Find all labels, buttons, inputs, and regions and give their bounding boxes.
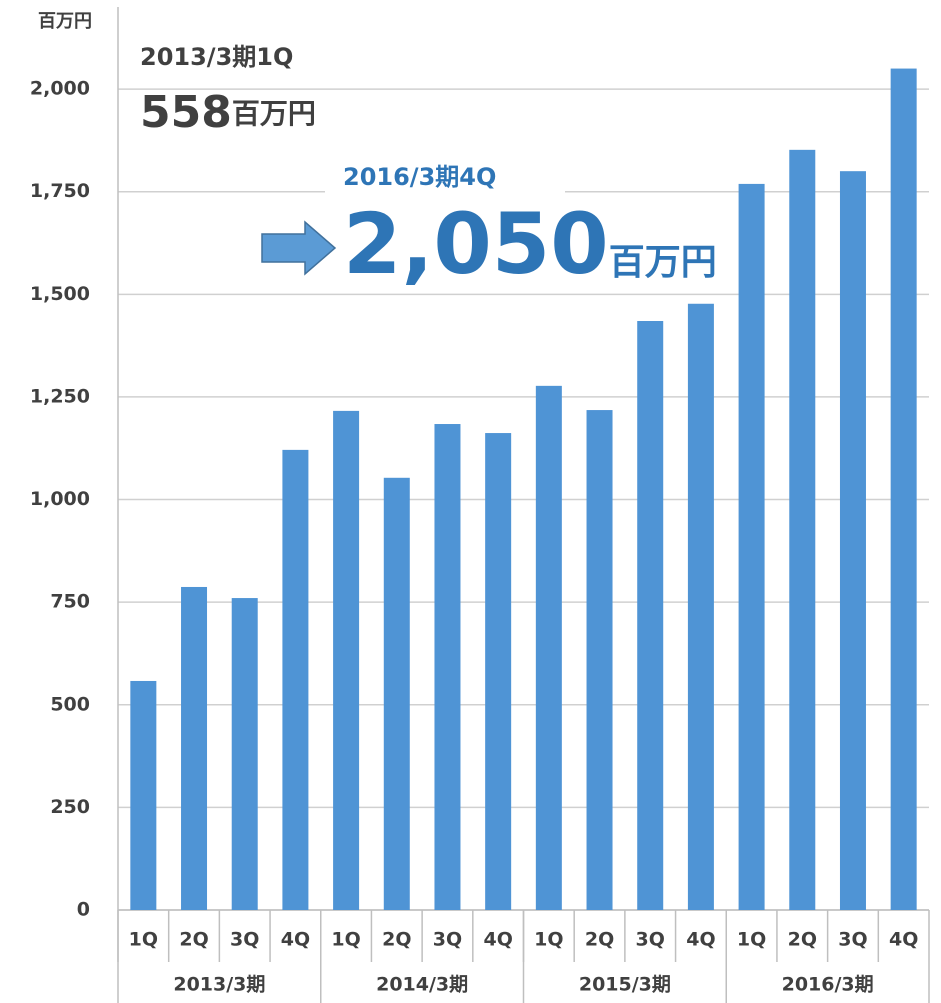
y-tick-label: 1,750 bbox=[30, 180, 90, 202]
group-label: 2013/3期 bbox=[173, 974, 265, 996]
y-tick-label: 0 bbox=[77, 899, 90, 921]
y-tick-label: 750 bbox=[50, 591, 90, 613]
y-unit: 百万円 bbox=[38, 11, 92, 32]
bar bbox=[282, 449, 309, 910]
bar bbox=[789, 149, 816, 910]
bar bbox=[130, 680, 157, 910]
group-label: 2016/3期 bbox=[782, 974, 874, 996]
unit: 百万円 bbox=[609, 242, 717, 283]
amount: 2,050 bbox=[343, 195, 609, 293]
y-tick-label: 250 bbox=[50, 796, 90, 818]
bar bbox=[738, 183, 765, 911]
bar bbox=[687, 303, 714, 910]
y-tick-label: 1,250 bbox=[30, 385, 90, 407]
group-label: 2015/3期 bbox=[579, 974, 671, 996]
bar bbox=[586, 410, 613, 910]
annotation-period: 2016/3期4Q bbox=[343, 163, 496, 191]
amount: 558 bbox=[140, 87, 232, 138]
y-tick-label: 1,000 bbox=[30, 488, 90, 510]
x-tick-label: 2Q bbox=[382, 929, 411, 951]
bar bbox=[890, 68, 917, 911]
y-tick-label: 1,500 bbox=[30, 283, 90, 305]
x-tick-label: 2Q bbox=[179, 929, 208, 951]
bar bbox=[231, 598, 258, 910]
bar bbox=[333, 410, 360, 910]
x-tick-label: 1Q bbox=[737, 929, 766, 951]
bar bbox=[637, 320, 664, 910]
annotation-amount: 558百万円 bbox=[140, 87, 316, 138]
x-tick-label: 4Q bbox=[889, 929, 918, 951]
x-tick-label: 3Q bbox=[230, 929, 259, 951]
bar bbox=[485, 433, 512, 910]
bar bbox=[383, 477, 410, 910]
bar bbox=[535, 385, 562, 910]
annotation-amount: 2,050百万円 bbox=[343, 195, 717, 293]
y-tick-label: 500 bbox=[50, 693, 90, 715]
x-tick-label: 2Q bbox=[585, 929, 614, 951]
x-tick-label: 1Q bbox=[129, 929, 158, 951]
x-tick-label: 1Q bbox=[534, 929, 563, 951]
arrow bbox=[261, 220, 337, 276]
y-tick-label: 2,000 bbox=[30, 78, 90, 100]
bar bbox=[434, 424, 461, 910]
group-label: 2014/3期 bbox=[376, 974, 468, 996]
x-tick-label: 3Q bbox=[433, 929, 462, 951]
x-tick-label: 4Q bbox=[483, 929, 512, 951]
annotation-period: 2013/3期1Q bbox=[140, 43, 293, 71]
x-tick-label: 4Q bbox=[281, 929, 310, 951]
x-tick-label: 4Q bbox=[686, 929, 715, 951]
x-tick-label: 3Q bbox=[636, 929, 665, 951]
x-tick-label: 3Q bbox=[838, 929, 867, 951]
x-tick-label: 1Q bbox=[331, 929, 360, 951]
unit: 百万円 bbox=[232, 97, 316, 130]
bar bbox=[839, 171, 866, 910]
x-tick-label: 2Q bbox=[788, 929, 817, 951]
bar bbox=[181, 586, 208, 910]
label-bg bbox=[325, 160, 565, 196]
